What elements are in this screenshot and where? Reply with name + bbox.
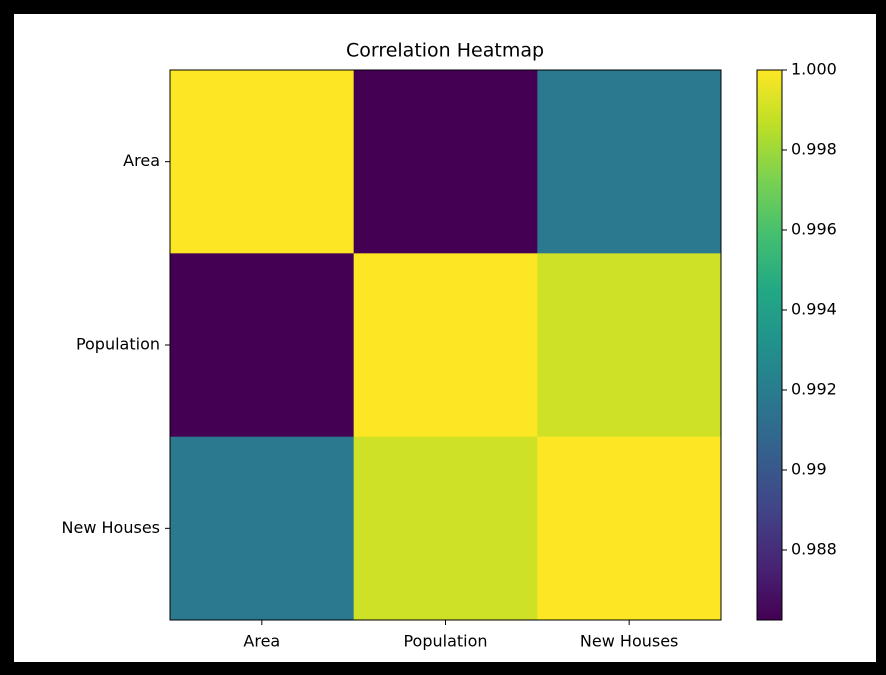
heatmap-cell [353, 70, 538, 254]
heatmap-cell [537, 253, 722, 438]
colorbar-tick-label: 0.998 [791, 140, 837, 159]
x-tick-label: Area [243, 632, 280, 651]
colorbar-tick-label: 0.994 [791, 300, 837, 319]
heatmap-cell [170, 436, 355, 621]
heatmap-cell [537, 70, 722, 254]
x-tick-label: New Houses [580, 632, 678, 651]
colorbar-tick-label: 0.99 [791, 460, 827, 479]
heatmap-cell [353, 436, 538, 621]
colorbar-tick-label: 1.000 [791, 60, 837, 79]
colorbar [756, 69, 783, 621]
colorbar-tick-label: 0.996 [791, 220, 837, 239]
y-tick-label: Population [76, 335, 160, 354]
heatmap-cell [170, 253, 355, 438]
x-tick-label: Population [403, 632, 487, 651]
heatmap-cell [537, 436, 722, 621]
y-tick-label: New Houses [62, 518, 160, 537]
colorbar-tick-label: 0.988 [791, 540, 837, 559]
heatmap-cell [170, 70, 355, 254]
heatmap-cell [353, 253, 538, 438]
colorbar-tick-label: 0.992 [791, 380, 837, 399]
y-tick-label: Area [123, 151, 160, 170]
chart-title: Correlation Heatmap [346, 40, 544, 62]
